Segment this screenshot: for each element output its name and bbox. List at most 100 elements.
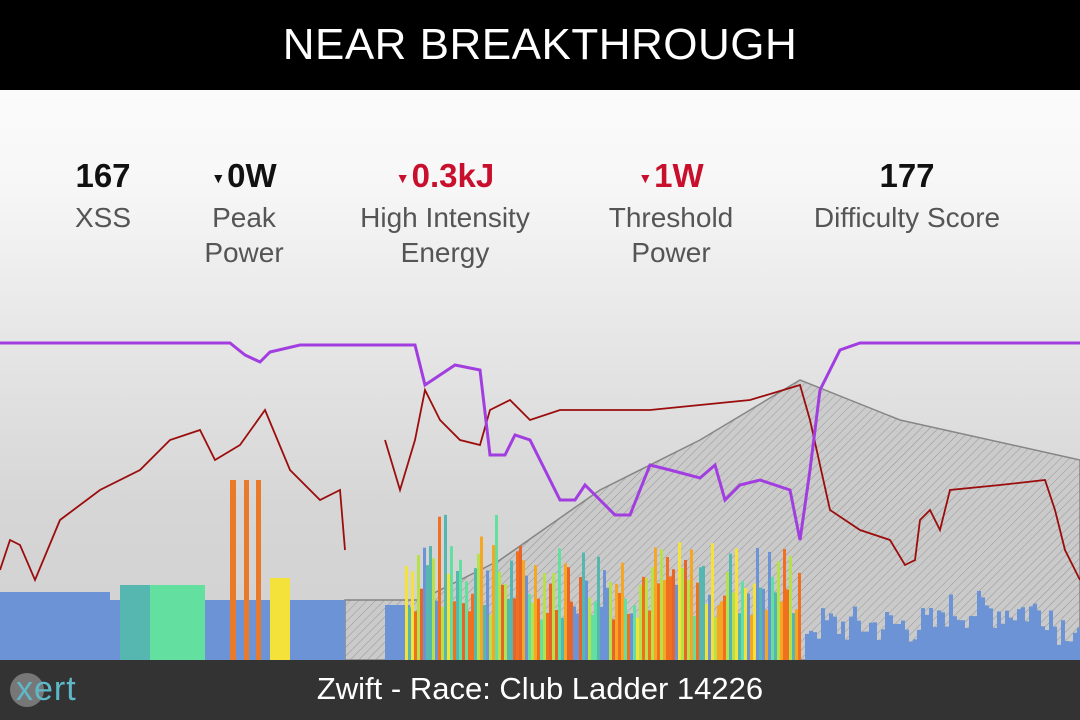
power-bar (432, 558, 435, 660)
power-bar (672, 569, 675, 660)
power-bar (576, 613, 579, 660)
power-bar (720, 601, 723, 660)
power-bar (783, 549, 786, 660)
power-bar (531, 602, 534, 660)
metric: 177 Difficulty Score (797, 152, 1017, 235)
power-bar (495, 514, 498, 660)
power-bar (1033, 603, 1037, 660)
power-bar (953, 616, 957, 660)
power-bar (768, 551, 771, 660)
power-bar (917, 629, 921, 660)
power-bar (420, 588, 423, 660)
power-bar (989, 608, 993, 660)
power-bar (1025, 621, 1029, 660)
power-bar (777, 561, 780, 660)
power-bar (735, 548, 738, 660)
power-bar (528, 594, 531, 660)
power-bar (651, 567, 654, 660)
power-bar (759, 587, 762, 660)
power-bar (636, 617, 639, 660)
power-bar (642, 576, 645, 660)
power-bar (821, 608, 825, 660)
power-bar (597, 556, 600, 660)
power-bar (945, 626, 949, 660)
power-bar (507, 598, 510, 660)
power-bar (465, 581, 468, 660)
power-bar (690, 549, 693, 660)
power-bar (1049, 610, 1053, 660)
power-bar (937, 610, 941, 660)
power-bar (857, 620, 861, 660)
down-arrow: ▼ (638, 170, 653, 187)
power-bar (561, 618, 564, 660)
power-bar (726, 572, 729, 660)
power-bar (997, 611, 1001, 660)
power-bar (711, 543, 714, 660)
power-bar (789, 555, 792, 660)
power-bar (817, 638, 821, 660)
power-bar (1001, 623, 1005, 660)
power-bar (411, 571, 414, 660)
power-bar (408, 607, 411, 660)
power-bar (444, 514, 447, 660)
power-bar (869, 622, 873, 660)
brand-logo[interactable]: xert (16, 670, 77, 708)
power-bar (645, 577, 648, 660)
metric-label: High Intensity Energy (360, 202, 530, 268)
power-bar (558, 548, 561, 660)
power-bar (905, 629, 909, 660)
power-bar (795, 609, 798, 660)
power-bar (456, 570, 459, 660)
power-bar (474, 568, 477, 660)
power-bar (762, 588, 765, 660)
power-bar (933, 627, 937, 660)
power-bar (792, 613, 795, 660)
power-bar (633, 605, 636, 660)
power-bar (1021, 607, 1025, 660)
power-bar (621, 562, 624, 660)
power-bar (929, 608, 933, 660)
mpa-area (344, 379, 1080, 660)
power-bar (624, 598, 627, 660)
power-bar (708, 594, 711, 660)
power-bar (965, 627, 969, 660)
power-bar (941, 612, 945, 660)
power-bar (1057, 644, 1061, 660)
power-bar (678, 542, 681, 660)
power-bar (750, 615, 753, 660)
power-bar (468, 611, 471, 660)
power-bar (582, 552, 585, 660)
power-bar (1029, 606, 1033, 660)
power-bar (753, 583, 756, 660)
power-bar (1017, 609, 1021, 660)
power-bar (809, 630, 813, 660)
power-bar (1037, 610, 1041, 660)
power-bar (513, 598, 516, 660)
power-bar (510, 560, 513, 660)
power-bar (969, 615, 973, 660)
metric-value: 1W (654, 157, 704, 194)
logo-mark (10, 673, 44, 707)
power-bar (705, 603, 708, 660)
power-bar (663, 580, 666, 660)
power-bar (435, 600, 438, 660)
power-bar (552, 573, 555, 660)
power-bar (498, 571, 501, 660)
power-bar (405, 566, 408, 660)
power-bar (744, 587, 747, 660)
power-bar (861, 631, 865, 660)
power-bar (600, 606, 603, 660)
power-bar (120, 585, 150, 660)
metric-value-row: ▼1W (596, 152, 746, 200)
power-bar (1009, 617, 1013, 660)
power-bar (660, 549, 663, 660)
power-bar (723, 595, 726, 660)
power-bar (492, 545, 495, 660)
power-bar (702, 565, 705, 660)
power-bar (1005, 610, 1009, 660)
activity-title: Zwift - Race: Club Ladder 14226 (316, 671, 764, 706)
power-bar (438, 516, 441, 660)
power-bar (681, 567, 684, 660)
power-bar (1077, 627, 1080, 660)
power-bar (648, 610, 651, 660)
